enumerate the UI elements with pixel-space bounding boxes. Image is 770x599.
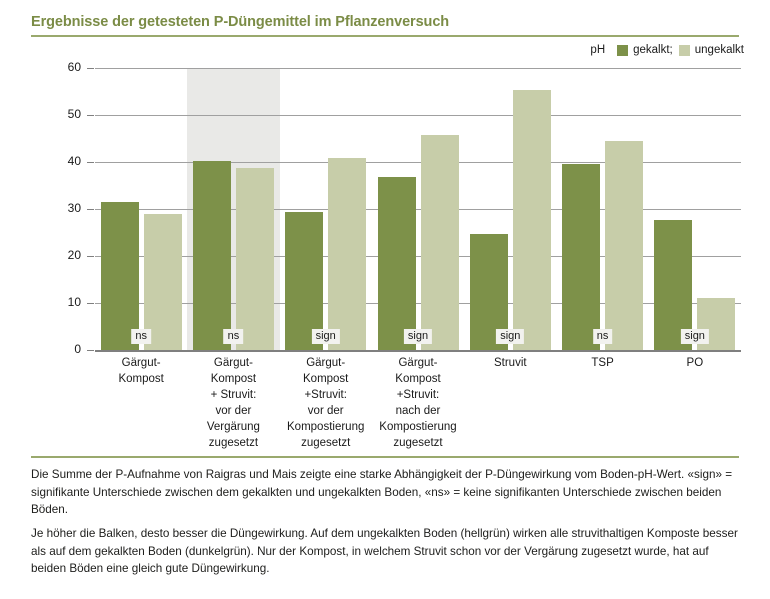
x-category-label: TSP xyxy=(550,355,654,371)
significance-label: sign xyxy=(496,329,525,344)
x-category-line: Kompost xyxy=(118,373,164,385)
caption-paragraph-2: Je höher die Balken, desto besser die Dü… xyxy=(31,527,738,575)
legend-label-ungekalkt: ungekalkt xyxy=(694,44,744,56)
x-category-line: TSP xyxy=(591,357,614,369)
x-category-line: Gärgut- xyxy=(398,357,438,369)
y-tick-mark xyxy=(87,68,94,69)
y-tick-mark xyxy=(87,350,94,351)
significance-label: ns xyxy=(131,329,151,344)
x-category-line: zugesetzt xyxy=(301,437,351,449)
bar-gekalkt xyxy=(285,212,324,350)
y-tick-mark xyxy=(87,162,94,163)
bar-gekalkt xyxy=(100,202,139,350)
significance-label: ns xyxy=(223,329,244,344)
x-category-line: Struvit xyxy=(493,357,527,369)
y-tick-mark xyxy=(87,303,94,304)
x-category-line: PO xyxy=(686,357,704,369)
y-tick-mark xyxy=(87,209,94,210)
legend-swatch-gekalkt xyxy=(617,44,629,56)
x-category-label: PO xyxy=(643,355,747,371)
x-category-line: Kompost xyxy=(210,373,257,385)
x-category-line: Kompostierung xyxy=(379,421,457,433)
caption-paragraph-1: Die Summe der P-Aufnahme von Raigras und… xyxy=(31,468,733,516)
legend-label-gekalkt: gekalkt; xyxy=(633,44,673,56)
x-category-line: + Struvit: xyxy=(210,389,257,401)
y-tick-label: 10 xyxy=(67,295,81,309)
legend-item-ungekalkt: ungekalkt xyxy=(678,44,744,56)
x-category-line: vor der xyxy=(307,405,344,417)
x-category-line: vor der xyxy=(215,405,252,417)
bar-ungekalkt xyxy=(235,168,274,350)
bar-gekalkt xyxy=(562,164,601,350)
bar-gekalkt xyxy=(654,219,693,350)
y-tick-mark xyxy=(87,256,94,257)
x-category-line: zugesetzt xyxy=(208,437,259,449)
x-category-line: +Struvit: xyxy=(304,389,347,401)
title-divider xyxy=(31,35,739,37)
bar-ungekalkt xyxy=(512,89,551,350)
y-tick-label: 40 xyxy=(67,154,81,168)
x-category-line: Kompostierung xyxy=(287,421,365,433)
gridline xyxy=(95,303,741,304)
legend-title: pH xyxy=(590,44,606,56)
x-category-label: Gärgut- Kompost + Struvit: vor der Vergärung… xyxy=(181,355,285,451)
x-category-line: Kompost xyxy=(395,373,441,385)
x-category-line: Gärgut- xyxy=(121,357,161,369)
chart-area: P-Aufnahme in Gras- und Maispflanzen [mg… xyxy=(0,60,770,356)
significance-label: sign xyxy=(311,329,340,344)
plot-area: ns ns sign sign sign ns sign xyxy=(95,68,741,352)
x-axis-categories: Gärgut- Kompost Gärgut- Kompost + Struvit: vo… xyxy=(95,342,741,455)
y-tick-mark xyxy=(87,115,94,116)
y-tick-label: 20 xyxy=(67,248,81,262)
bar-ungekalkt xyxy=(605,140,644,350)
gridline xyxy=(95,256,741,257)
significance-label: sign xyxy=(403,329,433,344)
x-category-label: Gärgut- Kompost +Struvit: vor der Kompostier… xyxy=(274,355,378,451)
bar-ungekalkt xyxy=(420,135,459,350)
x-category-line: nach der xyxy=(395,405,441,417)
gridline xyxy=(95,68,741,69)
y-tick-label: 30 xyxy=(67,201,81,215)
y-tick-label: 50 xyxy=(67,107,81,121)
x-category-line: Gärgut- xyxy=(213,357,253,369)
x-category-label: Gärgut- Kompost +Struvit: nach der Kompostie… xyxy=(366,355,470,451)
x-category-label: Struvit xyxy=(458,355,562,371)
bar-gekalkt xyxy=(377,176,416,350)
x-category-line: +Struvit: xyxy=(396,389,440,401)
y-tick-label: 0 xyxy=(74,342,81,356)
gridline xyxy=(95,209,741,210)
x-category-line: Vergärung xyxy=(206,421,260,433)
significance-label: ns xyxy=(592,329,613,344)
significance-label: sign xyxy=(680,329,709,344)
x-category-line: zugesetzt xyxy=(393,437,443,449)
chart-legend: pH gekalkt; ungekalkt xyxy=(590,44,744,56)
gridline xyxy=(95,115,741,116)
y-tick-label: 60 xyxy=(67,60,81,74)
categories-divider xyxy=(31,456,739,458)
x-category-line: Kompost xyxy=(303,373,349,385)
bar-ungekalkt xyxy=(143,213,182,350)
x-category-line: Gärgut- xyxy=(306,357,346,369)
bar-gekalkt xyxy=(192,161,231,350)
legend-swatch-ungekalkt xyxy=(678,44,690,56)
legend-item-gekalkt: gekalkt; xyxy=(617,44,673,56)
title-block: Ergebnisse der getesteten P-Düngemittel … xyxy=(31,14,739,37)
gridline xyxy=(95,162,741,163)
x-axis-line xyxy=(95,350,741,352)
x-category-label: Gärgut- Kompost xyxy=(89,355,193,387)
bar-ungekalkt xyxy=(328,158,367,350)
page-title: Ergebnisse der getesteten P-Düngemittel … xyxy=(31,14,450,30)
